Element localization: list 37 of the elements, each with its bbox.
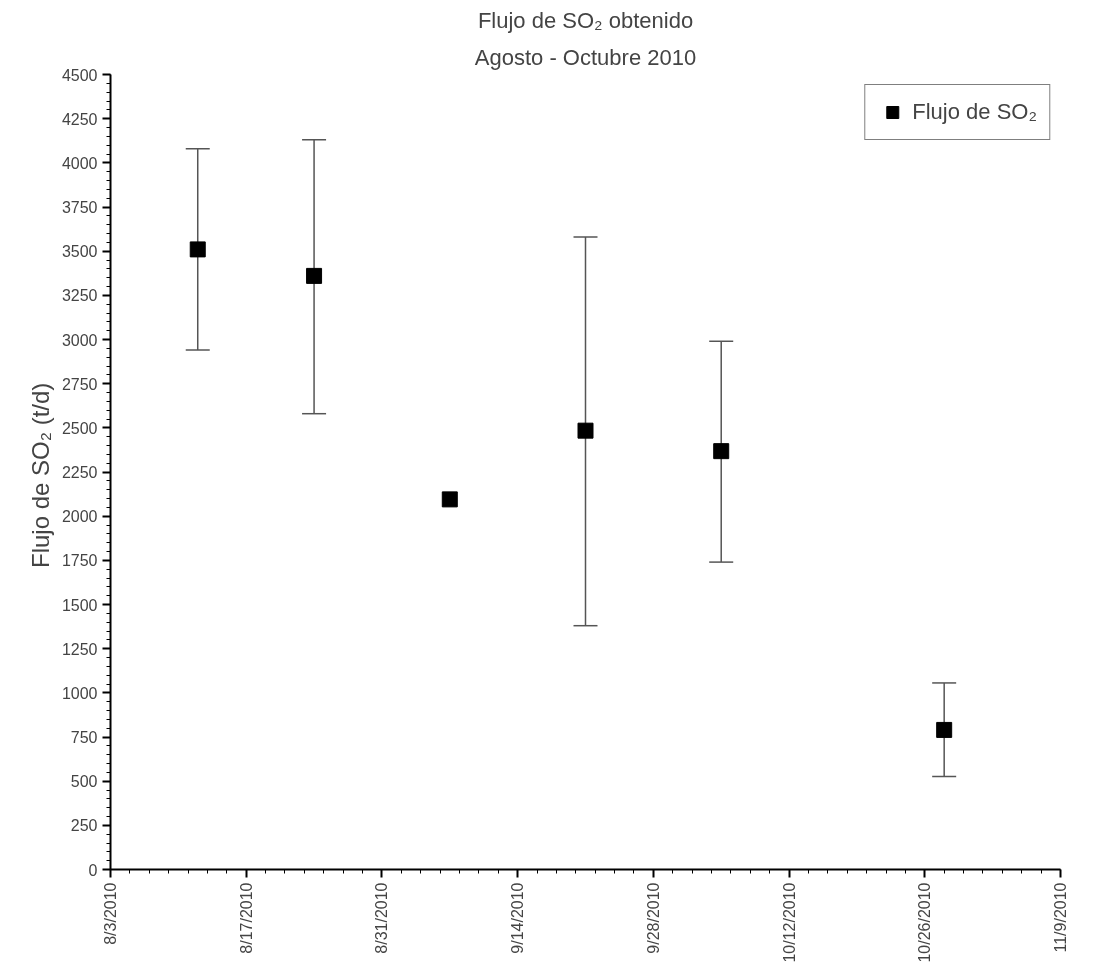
y-tick-label: 2500 — [61, 419, 98, 437]
x-tick-label: 10/12/2010 — [780, 882, 798, 963]
point — [936, 721, 953, 738]
y-tick-label: 4500 — [61, 66, 98, 84]
y-tick-label: 2250 — [61, 464, 98, 481]
x-tick-label: 8/3/2010 — [102, 882, 119, 945]
point — [189, 241, 206, 258]
y-tick-label: 3250 — [61, 287, 98, 305]
x-tick-label: 8/17/2010 — [237, 882, 255, 954]
y-tick-label: 3750 — [61, 199, 98, 216]
x-tick-label: 9/28/2010 — [644, 882, 662, 954]
y-tick-label: 1000 — [61, 684, 98, 702]
point — [713, 443, 730, 460]
y-tick-label: 2750 — [61, 375, 98, 393]
y-axis-title: Flujo de SO₂ (t/d) — [26, 382, 54, 569]
x-tick-label: 11/9/2010 — [1052, 882, 1069, 953]
point — [441, 491, 458, 508]
y-tick-label: 4000 — [61, 154, 98, 172]
y-tick-label: 2000 — [61, 508, 98, 526]
chart-title: Flujo de SO₂ obtenido — [477, 7, 694, 33]
x-tick-label: 9/14/2010 — [509, 882, 527, 954]
y-tick-label: 3000 — [61, 331, 98, 349]
chart-subtitle: Agosto - Octubre 2010 — [474, 44, 697, 70]
x-tick-label: 10/26/2010 — [916, 882, 934, 963]
y-tick-label: 0 — [88, 861, 98, 879]
point — [577, 422, 594, 439]
y-tick-label: 750 — [70, 729, 98, 746]
y-tick-label: 1250 — [61, 640, 98, 658]
y-tick-label: 1750 — [61, 552, 98, 570]
y-tick-label: 250 — [70, 817, 98, 835]
y-tick-label: 3500 — [61, 243, 98, 261]
y-tick-label: 4250 — [61, 110, 98, 128]
point — [306, 267, 323, 284]
legend-label: Flujo de SO₂ — [912, 99, 1037, 125]
x-tick-label: 8/31/2010 — [373, 882, 391, 954]
y-tick-label: 500 — [70, 773, 98, 791]
y-tick-label: 1500 — [61, 596, 98, 614]
